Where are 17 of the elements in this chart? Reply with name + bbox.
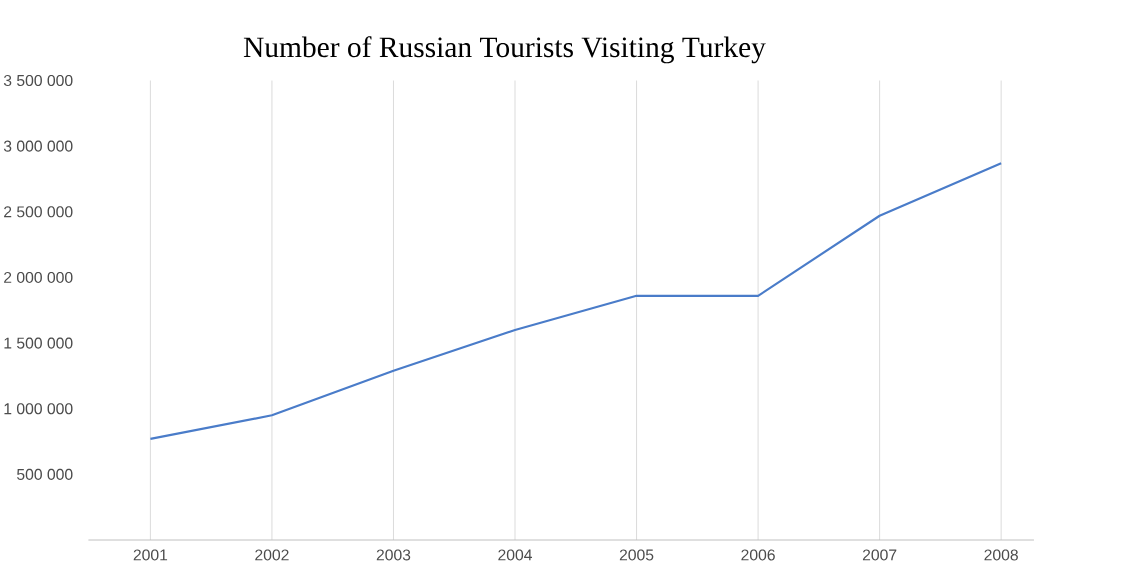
y-tick-label: 2 000 000 [4,271,73,283]
y-tick-label: 3 000 000 [3,140,73,152]
y-tick-label: 500 000 [17,468,73,480]
x-tick-label: 2002 [255,549,289,561]
x-tick-label: 2006 [741,549,775,561]
y-tick-label: 3 500 000 [3,74,73,86]
x-tick-label: 2007 [862,549,897,561]
x-tick-label: 2003 [376,549,411,561]
x-tick-label: 2008 [984,549,1018,561]
line-series [149,162,1003,440]
x-tick-label: 2005 [619,549,654,561]
x-tick-label: 2004 [498,549,533,561]
x-tick-label: 2001 [133,549,168,561]
y-tick-label: 2 500 000 [4,206,73,218]
chart-title: Number of Russian Tourists Visiting Turkey [243,36,766,64]
y-tick-label: 1 000 000 [4,403,73,415]
y-tick-label: 1 500 000 [4,337,73,349]
